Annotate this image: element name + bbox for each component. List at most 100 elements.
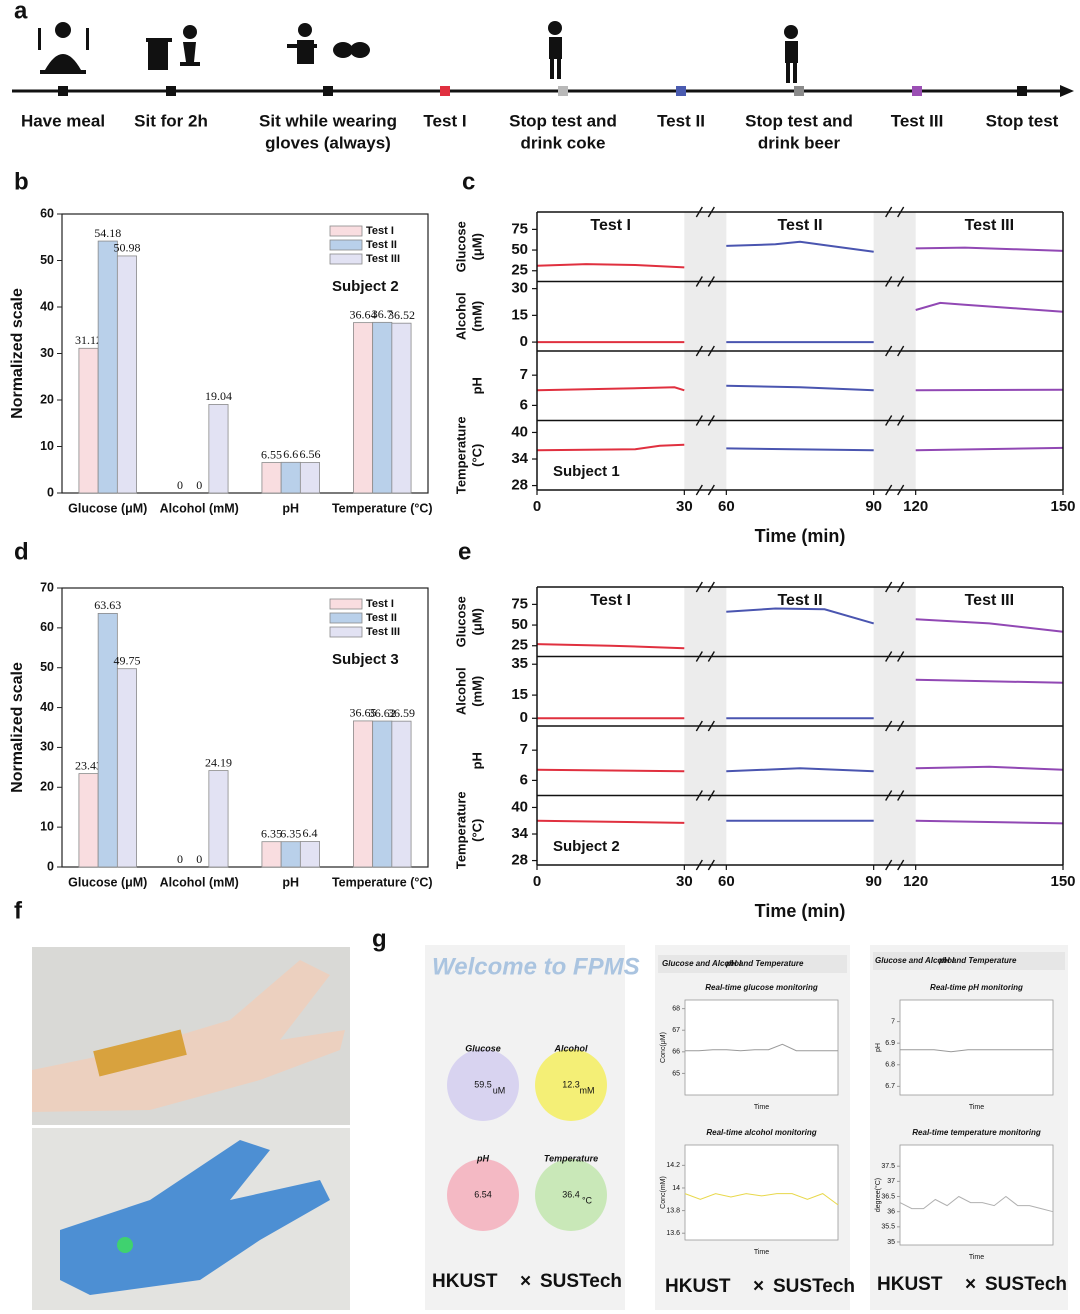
x-tick-label: 150 — [1050, 873, 1075, 890]
bar — [299, 462, 320, 494]
line-series — [684, 1193, 839, 1206]
gauge-value: 6.54 — [474, 1189, 492, 1199]
y-tick-label: 68 — [672, 1005, 680, 1012]
y-tick-label: 30 — [511, 280, 528, 297]
legend-swatch — [329, 626, 363, 638]
test-label: Test II — [777, 217, 822, 234]
y-tick-label: 75 — [511, 595, 528, 612]
y-tick-label: 40 — [40, 299, 54, 313]
x-tick-label: 120 — [903, 873, 928, 890]
y-tick-label: 15 — [511, 686, 528, 703]
y-tick-label: 36 — [887, 1209, 895, 1216]
y-tick-label: 10 — [40, 439, 54, 453]
event-label: drink beer — [758, 133, 841, 152]
break-mark — [885, 859, 905, 871]
y-tick-label: 14 — [672, 1185, 680, 1192]
event-label: Sit while wearing — [259, 111, 397, 130]
y-tick-label: 28 — [511, 477, 528, 494]
data-label: 0 — [177, 852, 183, 866]
bar — [372, 321, 393, 494]
x-axis-label: Time — [754, 1104, 769, 1111]
timeline-marker — [676, 86, 686, 96]
x-tick-label: 60 — [718, 873, 735, 890]
y-tick-label: 0 — [520, 709, 528, 726]
y-axis-label: Conc(mM) — [660, 1176, 667, 1209]
subtitle: Subject 2 — [332, 278, 399, 295]
panel-label: b — [14, 168, 29, 195]
line-series — [915, 678, 1064, 684]
logo-hkust: HKUST — [877, 1274, 943, 1295]
break-mark — [885, 276, 905, 287]
y-tick-label: 50 — [40, 253, 54, 267]
bar — [280, 841, 301, 868]
break-mark — [695, 720, 715, 732]
bar — [208, 404, 229, 494]
legend-label: Test II — [366, 612, 397, 624]
break-mark — [695, 345, 715, 357]
y-axis-label: (μM) — [469, 608, 484, 635]
panel-label: f — [14, 897, 23, 924]
data-label: 49.75 — [113, 653, 140, 667]
legend-label: Test III — [366, 253, 400, 265]
subtitle: Subject 3 — [332, 651, 399, 668]
line-series — [726, 447, 874, 452]
y-axis-label: Temperature — [453, 416, 468, 494]
x-tick-label: 30 — [676, 498, 693, 515]
data-label: 0 — [196, 478, 202, 492]
mini-frame — [684, 1144, 839, 1241]
data-label: 6.55 — [261, 447, 282, 461]
mini-frame — [899, 999, 1054, 1096]
x-tick-label: Alcohol (mM) — [160, 875, 239, 889]
legend-label: Test II — [366, 239, 397, 251]
y-tick-label: 25 — [511, 637, 528, 654]
bar — [391, 720, 412, 868]
event-label: Sit for 2h — [134, 111, 208, 130]
legend-swatch — [329, 239, 363, 251]
mini-title: Real-time alcohol monitoring — [706, 1128, 816, 1137]
bar — [391, 322, 412, 494]
legend-swatch — [329, 253, 363, 265]
event-label: gloves (always) — [265, 133, 391, 152]
break-mark — [695, 790, 715, 801]
y-tick-label: 30 — [40, 346, 54, 360]
bar — [97, 240, 118, 494]
y-axis-label: Glucose — [453, 221, 468, 272]
y-axis-label: (°C) — [469, 444, 484, 467]
app-title: Welcome to FPMS — [432, 953, 640, 980]
y-axis-label: Alcohol — [453, 667, 468, 715]
break-mark — [885, 720, 905, 732]
x-tick-label: 90 — [865, 498, 882, 515]
panel-label: c — [462, 168, 475, 195]
y-tick-label: 6.8 — [885, 1062, 895, 1069]
y-tick-label: 0 — [520, 333, 528, 350]
timeline-marker — [558, 86, 568, 96]
x-axis-label: Time (min) — [755, 526, 846, 546]
mini-frame — [899, 1144, 1054, 1246]
data-label: 50.98 — [113, 241, 140, 255]
line-series — [899, 1195, 1054, 1213]
y-tick-label: 13.6 — [666, 1230, 680, 1237]
y-axis-label: Temperature — [453, 791, 468, 869]
data-label: 36.7 — [372, 307, 393, 321]
y-tick-label: 50 — [40, 660, 54, 674]
logo-sustech: SUSTech — [773, 1276, 855, 1297]
tab: Glucose and Alcohol — [875, 956, 955, 965]
mini-title: Real-time glucose monitoring — [705, 983, 818, 992]
data-label: 6.4 — [302, 826, 317, 840]
event-label: Test III — [891, 111, 944, 130]
break-mark — [885, 651, 905, 662]
x-tick-label: 150 — [1050, 498, 1075, 515]
y-tick-label: 37.5 — [881, 1163, 895, 1170]
data-label: 63.63 — [94, 598, 121, 612]
y-tick-label: 30 — [40, 740, 54, 754]
line-series — [536, 443, 685, 452]
y-tick-label: 7 — [520, 741, 528, 758]
y-tick-label: 60 — [40, 206, 54, 220]
y-axis-label: Normalized scale — [9, 662, 26, 793]
timeline-arrow — [1060, 85, 1074, 97]
line-series — [536, 643, 685, 650]
data-label: 6.35 — [261, 826, 282, 840]
data-label: 36.52 — [388, 308, 415, 322]
data-label: 36.62 — [369, 706, 396, 720]
legend-label: Test I — [366, 598, 394, 610]
